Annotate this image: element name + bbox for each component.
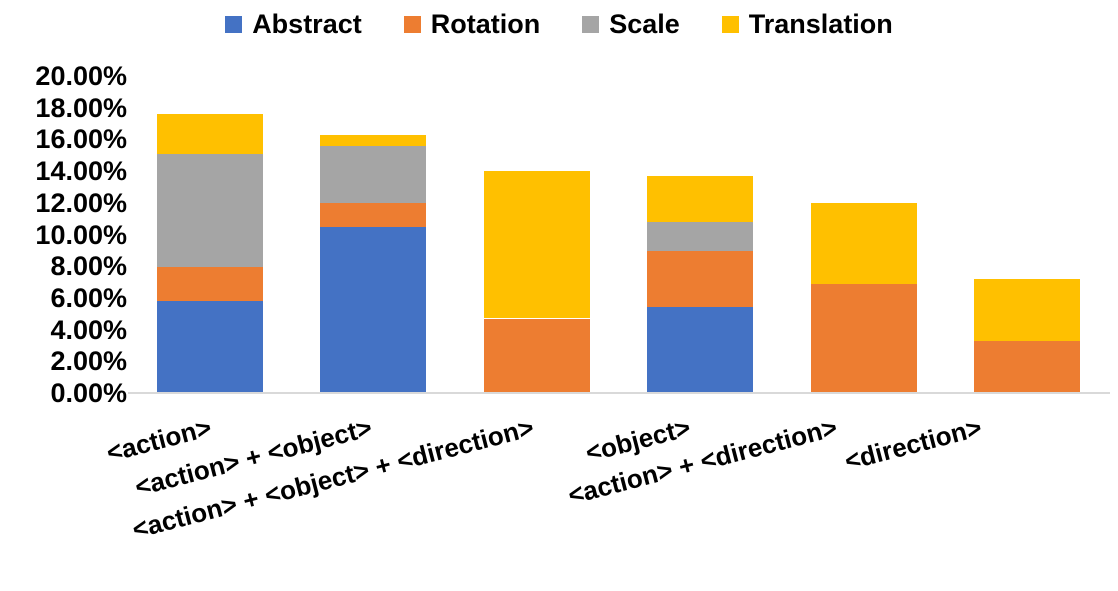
bar-segment-scale-action <box>157 154 263 267</box>
legend-label: Abstract <box>252 9 362 39</box>
y-axis-tick-label: 0.00% <box>50 378 127 408</box>
y-axis-tick-label: 10.00% <box>35 219 127 250</box>
bar-segment-rotation-action-object-direction <box>484 319 590 393</box>
bar-segment-abstract-action <box>157 301 263 393</box>
legend-swatch-translation <box>721 15 739 33</box>
bar-segment-translation-object <box>647 176 753 222</box>
y-axis-tick-label: 20.00% <box>35 61 127 91</box>
y-axis-tick-label: 18.00% <box>35 92 127 123</box>
legend-item-translation: Translation <box>721 8 893 40</box>
bar-segment-rotation-action-direction <box>811 284 917 393</box>
y-axis-tick-label: 2.00% <box>50 346 127 377</box>
legend-item-rotation: Rotation <box>403 8 541 40</box>
legend-item-scale: Scale <box>582 8 680 40</box>
y-axis-tick-label: 14.00% <box>35 156 127 187</box>
bar-segment-translation-direction <box>974 279 1080 341</box>
bar-segment-translation-action-object-direction <box>484 171 590 318</box>
x-axis-category-label: <direction> <box>841 412 985 477</box>
y-axis-tick-label: 12.00% <box>35 187 127 218</box>
bar-segment-rotation-direction <box>974 341 1080 393</box>
legend-swatch-rotation <box>403 15 421 33</box>
bar-segment-translation-action-direction <box>811 203 917 284</box>
bar-segment-abstract-object <box>647 307 753 393</box>
bar-segment-abstract-action-object <box>320 227 426 393</box>
x-axis-line <box>128 392 1110 394</box>
y-axis-tick-label: 4.00% <box>50 314 127 345</box>
legend-label: Rotation <box>430 9 541 39</box>
chart-legend: Abstract Rotation Scale Translation <box>0 8 1118 40</box>
y-axis-tick-label: 8.00% <box>50 251 127 282</box>
bar-segment-translation-action <box>157 114 263 154</box>
bar-segment-rotation-action <box>157 266 263 301</box>
bar-segment-scale-object <box>647 222 753 251</box>
bar-segment-rotation-object <box>647 250 753 307</box>
legend-swatch-abstract <box>225 15 243 33</box>
legend-label: Translation <box>748 9 893 39</box>
bar-segment-rotation-action-object <box>320 203 426 227</box>
legend-swatch-scale <box>582 15 600 33</box>
bar-segment-translation-action-object <box>320 135 426 146</box>
y-axis-tick-label: 16.00% <box>35 124 127 155</box>
y-axis-tick-label: 6.00% <box>50 282 127 313</box>
legend-item-abstract: Abstract <box>225 8 362 40</box>
bar-segment-scale-action-object <box>320 146 426 203</box>
legend-label: Scale <box>609 9 680 39</box>
